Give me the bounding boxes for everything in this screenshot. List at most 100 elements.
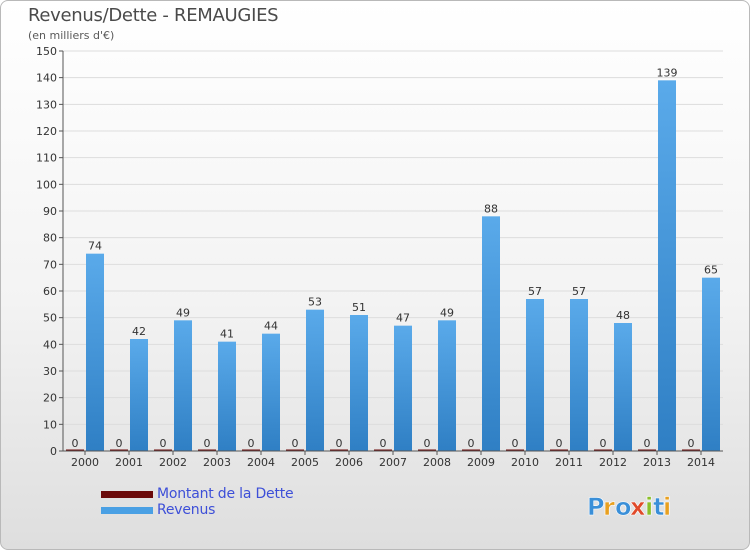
revenus-bar	[306, 309, 324, 451]
dette-value-label: 0	[380, 437, 387, 450]
y-tick-label: 120	[36, 125, 57, 138]
dette-bar	[198, 449, 216, 451]
y-tick-label: 130	[36, 98, 57, 111]
y-tick-label: 10	[43, 418, 57, 431]
dette-bar	[682, 449, 700, 451]
revenus-value-label: 49	[176, 306, 190, 319]
dette-bar	[66, 449, 84, 451]
revenus-bar	[482, 216, 500, 451]
x-tick-label: 2014	[687, 456, 715, 469]
revenus-bar	[86, 253, 104, 451]
revenus-value-label: 65	[704, 264, 718, 277]
revenus-value-label: 51	[352, 301, 366, 314]
x-tick-label: 2009	[467, 456, 495, 469]
revenus-bar	[658, 80, 676, 451]
x-tick-label: 2011	[555, 456, 583, 469]
revenus-value-label: 88	[484, 202, 498, 215]
y-tick-label: 90	[43, 205, 57, 218]
grid-lines	[63, 50, 723, 425]
legend-label-dette: Montant de la Dette	[157, 486, 294, 502]
logo-letter: r	[603, 493, 615, 521]
revenus-bar	[438, 320, 456, 451]
x-tick-label: 2008	[423, 456, 451, 469]
y-tick-label: 110	[36, 152, 57, 165]
legend-swatch-revenus	[101, 507, 153, 514]
revenus-bar	[702, 277, 720, 451]
dette-value-label: 0	[468, 437, 475, 450]
dette-value-label: 0	[600, 437, 607, 450]
proxiti-logo: Pr ox i ti	[587, 493, 672, 522]
revenus-bar	[570, 299, 588, 451]
x-tick-label: 2006	[335, 456, 363, 469]
x-tick-label: 2013	[643, 456, 671, 469]
revenus-value-label: 139	[657, 66, 678, 79]
revenus-bar	[218, 341, 236, 451]
dette-bar	[154, 449, 172, 451]
logo-letter: i	[663, 493, 671, 521]
y-tick-label: 140	[36, 72, 57, 85]
x-tick-label: 2002	[159, 456, 187, 469]
revenus-value-label: 57	[572, 285, 586, 298]
x-tick-label: 2012	[599, 456, 627, 469]
y-tick-label: 20	[43, 392, 57, 405]
dette-value-label: 0	[556, 437, 563, 450]
bars	[66, 80, 720, 451]
revenus-bar	[614, 323, 632, 451]
dette-value-label: 0	[72, 437, 79, 450]
chart-title: Revenus/Dette - REMAUGIES	[28, 5, 279, 26]
legend-label-revenus: Revenus	[157, 502, 216, 518]
revenus-value-label: 48	[616, 309, 630, 322]
x-tick-label: 2001	[115, 456, 143, 469]
revenus-value-label: 44	[264, 320, 278, 333]
dette-bar	[110, 449, 128, 451]
revenus-bar	[262, 333, 280, 451]
dette-value-label: 0	[644, 437, 651, 450]
data-labels: 0 74 0 42 0 49 0 41 0 44 0 53 0 51 0 47 0 49 0 88 0 57 0 57 0 48 0…	[72, 66, 719, 450]
x-axis-ticks: 2000 2001 2002 2003 2004 2005 2006 2007 2008 2009…	[71, 451, 715, 469]
y-tick-label: 0	[50, 445, 57, 458]
x-tick-label: 2004	[247, 456, 275, 469]
revenus-value-label: 57	[528, 285, 542, 298]
dette-bar	[506, 449, 524, 451]
logo-letter: o	[615, 493, 632, 521]
legend-swatch-dette	[101, 491, 153, 498]
logo-letter: i	[645, 493, 653, 521]
dette-value-label: 0	[424, 437, 431, 450]
axes	[62, 51, 723, 452]
dette-value-label: 0	[292, 437, 299, 450]
dette-bar	[242, 449, 260, 451]
y-tick-label: 100	[36, 178, 57, 191]
logo-letter: x	[630, 493, 646, 521]
revenus-value-label: 42	[132, 325, 146, 338]
y-tick-label: 40	[43, 338, 57, 351]
dette-value-label: 0	[116, 437, 123, 450]
dette-bar	[286, 449, 304, 451]
y-tick-label: 60	[43, 285, 57, 298]
y-tick-label: 80	[43, 232, 57, 245]
logo-letter: t	[653, 493, 664, 521]
chart-subtitle: (en milliers d'€)	[28, 29, 115, 42]
dette-value-label: 0	[336, 437, 343, 450]
revenus-value-label: 47	[396, 312, 410, 325]
x-tick-label: 2007	[379, 456, 407, 469]
dette-value-label: 0	[512, 437, 519, 450]
logo-letter: P	[587, 493, 605, 521]
dette-bar	[462, 449, 480, 451]
dette-value-label: 0	[248, 437, 255, 450]
dette-bar	[594, 449, 612, 451]
revenus-bar	[350, 315, 368, 451]
revenus-value-label: 41	[220, 328, 234, 341]
y-tick-label: 70	[43, 258, 57, 271]
x-tick-label: 2000	[71, 456, 99, 469]
dette-bar	[638, 449, 656, 451]
dette-bar	[374, 449, 392, 451]
y-axis-ticks: 0 10 20 30 40 50 60 70 80 90 100 110 120 130 140 150	[36, 45, 63, 458]
dette-value-label: 0	[204, 437, 211, 450]
y-tick-label: 30	[43, 365, 57, 378]
revenus-value-label: 53	[308, 296, 322, 309]
dette-bar	[418, 449, 436, 451]
y-tick-label: 50	[43, 312, 57, 325]
x-tick-label: 2010	[511, 456, 539, 469]
x-tick-label: 2005	[291, 456, 319, 469]
